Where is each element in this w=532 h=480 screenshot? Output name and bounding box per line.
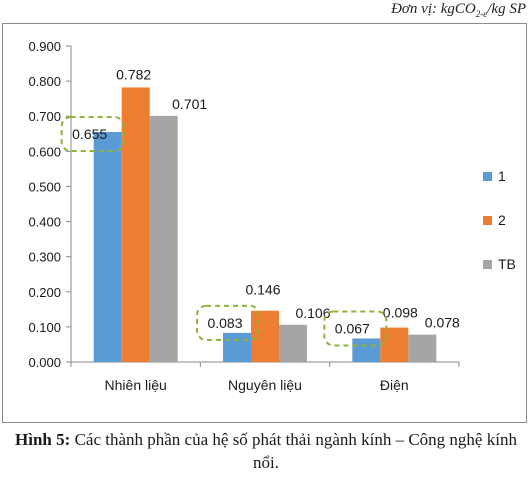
data-label: 0.655 xyxy=(72,126,107,142)
data-label: 0.782 xyxy=(116,66,151,82)
bar-1-0 xyxy=(93,132,122,362)
caption-label: Hình 5: xyxy=(15,430,71,449)
highlight-box xyxy=(323,310,388,347)
legend-label: 1 xyxy=(498,168,506,184)
x-category-label: Nguyên liệu xyxy=(228,377,302,393)
y-tick-label: 0.800 xyxy=(28,74,61,89)
legend-swatch-1 xyxy=(483,172,492,181)
unit-note-suffix: /kg SP xyxy=(487,1,526,17)
unit-note: Đơn vị: kgCO2-e/kg SP xyxy=(391,1,526,19)
x-category-label: Nhiên liệu xyxy=(105,377,167,393)
highlight-box xyxy=(196,304,260,341)
bar-2-2 xyxy=(380,327,409,362)
y-tick-label: 0.400 xyxy=(28,215,61,230)
y-tick-label: 0.000 xyxy=(28,355,61,370)
legend-label: 2 xyxy=(498,212,506,228)
bar-2-0 xyxy=(121,87,150,363)
legend-swatch-2 xyxy=(483,216,492,225)
y-tick-label: 0.500 xyxy=(28,179,61,194)
bar-chart: 0.000 0.100 0.200 0.300 0.400 0.500 0.600 0.700… xyxy=(28,39,516,393)
chart-frame: 0.000 0.100 0.200 0.300 0.400 0.500 0.600 0.700… xyxy=(2,23,527,423)
data-label: 0.701 xyxy=(172,96,207,112)
data-label: 0.106 xyxy=(295,305,330,321)
highlight-box xyxy=(60,116,125,153)
legend-label: TB xyxy=(498,256,516,272)
legend-swatch-TB xyxy=(483,260,492,269)
y-tick-label: 0.300 xyxy=(28,250,61,265)
x-category-label: Điện xyxy=(380,377,409,393)
data-label: 0.146 xyxy=(245,282,280,298)
data-label: 0.098 xyxy=(383,305,418,321)
bar-TB-0 xyxy=(149,115,178,362)
caption-text: Các thành phần của hệ số phát thải ngành… xyxy=(70,430,517,472)
bar-1-2 xyxy=(352,338,381,362)
unit-note-prefix: Đơn vị: kgCO xyxy=(391,1,476,17)
figure-caption: Hình 5: Các thành phần của hệ số phát th… xyxy=(6,428,526,474)
unit-note-subscript: 2-e xyxy=(475,9,488,19)
bar-TB-1 xyxy=(279,324,307,362)
y-tick-label: 0.700 xyxy=(28,109,61,124)
y-tick-label: 0.200 xyxy=(28,285,61,300)
y-tick-label: 0.100 xyxy=(28,320,61,335)
y-tick-label: 0.600 xyxy=(28,144,61,159)
bar-1-1 xyxy=(223,332,251,362)
y-tick-label: 0.900 xyxy=(28,39,61,54)
data-label: 0.078 xyxy=(425,315,460,331)
bar-TB-2 xyxy=(408,334,437,362)
data-label: 0.083 xyxy=(207,315,242,331)
bar-2-1 xyxy=(251,310,279,362)
data-label: 0.067 xyxy=(335,320,370,336)
